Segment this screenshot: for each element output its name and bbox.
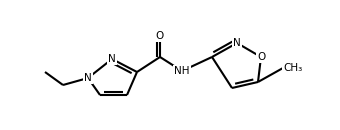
- Text: N: N: [84, 73, 92, 83]
- Text: CH₃: CH₃: [283, 63, 302, 73]
- Text: N: N: [233, 38, 241, 48]
- Text: N: N: [108, 54, 116, 64]
- Text: O: O: [156, 31, 164, 41]
- Text: NH: NH: [174, 66, 190, 76]
- Text: O: O: [257, 52, 265, 62]
